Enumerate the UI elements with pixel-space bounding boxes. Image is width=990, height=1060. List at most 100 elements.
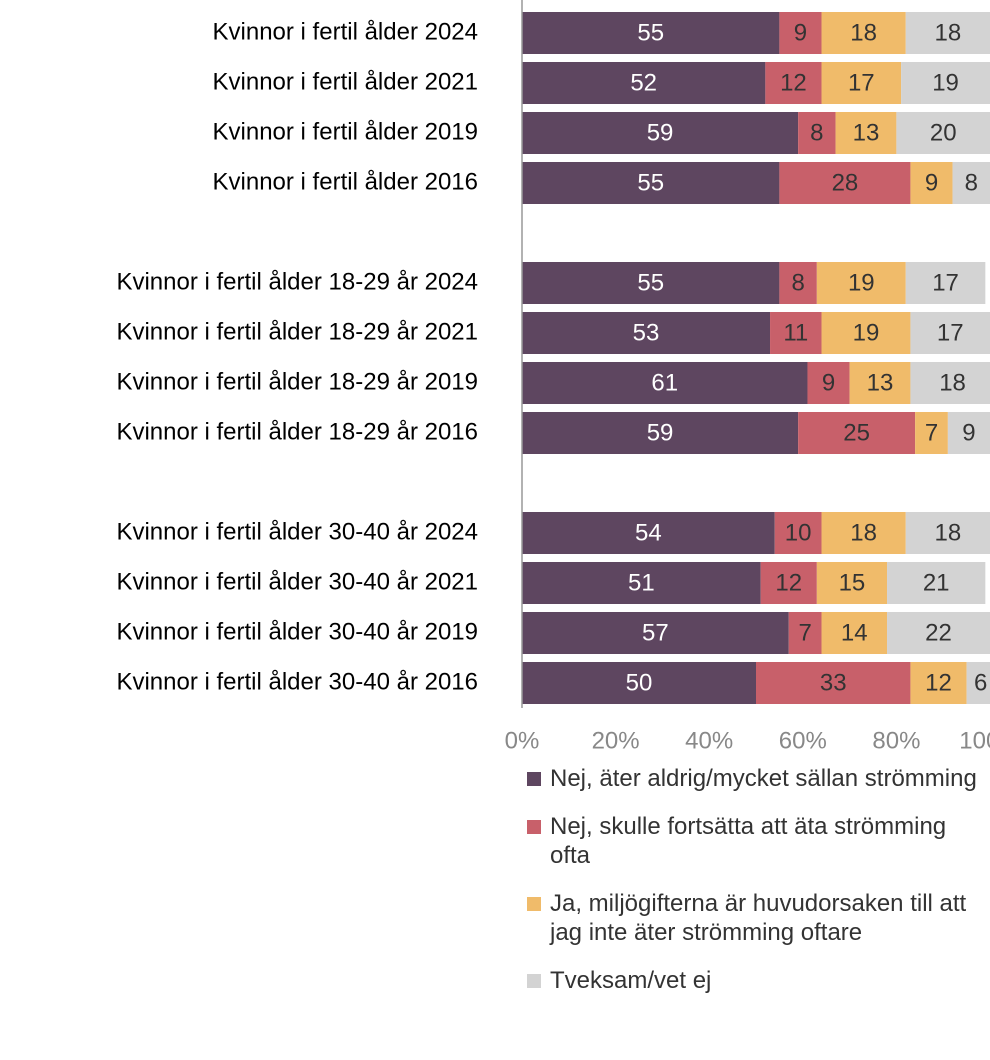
y-tick-label: Kvinnor i fertil ålder 18-29 år 2024 (116, 268, 478, 295)
data-label: 10 (785, 519, 812, 546)
data-label: 13 (867, 369, 894, 396)
bar-segment (760, 562, 817, 604)
bar-segment (910, 162, 953, 204)
data-label: 18 (850, 519, 877, 546)
bar-segment (952, 162, 990, 204)
data-label: 8 (965, 169, 978, 196)
bar-segment (788, 612, 822, 654)
data-label: 9 (794, 19, 807, 46)
y-tick-label: Kvinnor i fertil ålder 2019 (213, 118, 478, 145)
y-tick-label: Kvinnor i fertil ålder 2016 (213, 168, 478, 195)
bar-segment (522, 162, 780, 204)
data-label: 55 (637, 169, 664, 196)
data-label: 28 (832, 169, 859, 196)
data-label: 7 (798, 619, 811, 646)
bar-segment (770, 312, 822, 354)
data-label: 21 (923, 569, 950, 596)
data-label: 9 (822, 369, 835, 396)
data-label: 19 (853, 319, 880, 346)
bar-segment (522, 662, 756, 704)
data-label: 17 (932, 269, 959, 296)
data-label: 18 (935, 519, 962, 546)
bar-segment (779, 12, 822, 54)
data-label: 57 (642, 619, 669, 646)
bar-segment (915, 412, 948, 454)
data-label: 55 (637, 19, 664, 46)
bar-segment (849, 362, 911, 404)
bar-segment (779, 262, 817, 304)
data-label: 8 (810, 119, 823, 146)
y-tick-label: Kvinnor i fertil ålder 30-40 år 2016 (116, 668, 478, 695)
bar-segment (522, 612, 789, 654)
x-tick-label: 60% (779, 727, 827, 754)
bar-segment (835, 112, 897, 154)
legend-swatch (527, 974, 541, 988)
bar-segment (798, 412, 916, 454)
data-label: 59 (647, 419, 674, 446)
bar-segment (947, 412, 990, 454)
data-label: 8 (791, 269, 804, 296)
data-label: 18 (939, 369, 966, 396)
data-label: 18 (935, 19, 962, 46)
data-label: 14 (841, 619, 868, 646)
data-label: 59 (647, 119, 674, 146)
bar-segment (522, 62, 766, 104)
y-tick-label: Kvinnor i fertil ålder 18-29 år 2016 (116, 418, 478, 445)
y-tick-label: Kvinnor i fertil ålder 2024 (213, 18, 478, 45)
legend-label: Tveksam/vet ej (550, 967, 712, 994)
x-tick-label: 80% (872, 727, 920, 754)
data-label: 33 (820, 669, 847, 696)
data-label: 52 (630, 69, 657, 96)
data-label: 55 (637, 269, 664, 296)
bar-segment (821, 12, 906, 54)
bar-segment (774, 512, 822, 554)
data-label: 53 (633, 319, 660, 346)
data-label: 17 (848, 69, 875, 96)
bar-segment (816, 262, 906, 304)
y-tick-label: Kvinnor i fertil ålder 2021 (213, 68, 478, 95)
x-tick-label: 100% (959, 727, 990, 754)
x-tick-label: 40% (685, 727, 733, 754)
data-label: 6 (974, 669, 987, 696)
bar-segment (905, 12, 990, 54)
data-label: 51 (628, 569, 655, 596)
data-label: 61 (651, 369, 678, 396)
data-label: 12 (775, 569, 802, 596)
bar-segment (756, 662, 911, 704)
data-label: 11 (783, 319, 808, 346)
bar-segment (966, 662, 990, 704)
bar-segment (522, 562, 761, 604)
data-label: 19 (932, 69, 959, 96)
data-label: 12 (780, 69, 807, 96)
bar-segment (522, 12, 780, 54)
data-label: 17 (937, 319, 964, 346)
data-label: 19 (848, 269, 875, 296)
bar-segment (887, 612, 990, 654)
x-tick-label: 20% (592, 727, 640, 754)
bar-segment (765, 62, 822, 104)
bar-segment (522, 412, 799, 454)
legend-swatch (527, 772, 541, 786)
bar-segment (821, 612, 888, 654)
legend-label: Nej, äter aldrig/mycket sällan strömming (550, 765, 977, 792)
legend-swatch (527, 897, 541, 911)
legend-label: Ja, miljögifterna är huvudorsaken till a… (550, 890, 967, 946)
legend-item: Nej, äter aldrig/mycket sällan strömming (522, 764, 990, 793)
legend-item: Ja, miljögifterna är huvudorsaken till a… (522, 889, 990, 947)
bar-segment (905, 262, 986, 304)
data-label: 15 (839, 569, 866, 596)
data-label: 54 (635, 519, 662, 546)
y-tick-label: Kvinnor i fertil ålder 30-40 år 2019 (116, 618, 478, 645)
bar-segment (798, 112, 836, 154)
data-label: 22 (925, 619, 952, 646)
data-label: 25 (843, 419, 870, 446)
legend-label: Nej, skulle fortsätta att äta strömming … (550, 813, 947, 869)
data-label: 18 (850, 19, 877, 46)
bar-segment (887, 562, 986, 604)
data-label: 20 (930, 119, 957, 146)
bar-segment (816, 562, 888, 604)
bar-segment (522, 512, 775, 554)
data-label: 13 (853, 119, 880, 146)
bar-segment (821, 62, 902, 104)
